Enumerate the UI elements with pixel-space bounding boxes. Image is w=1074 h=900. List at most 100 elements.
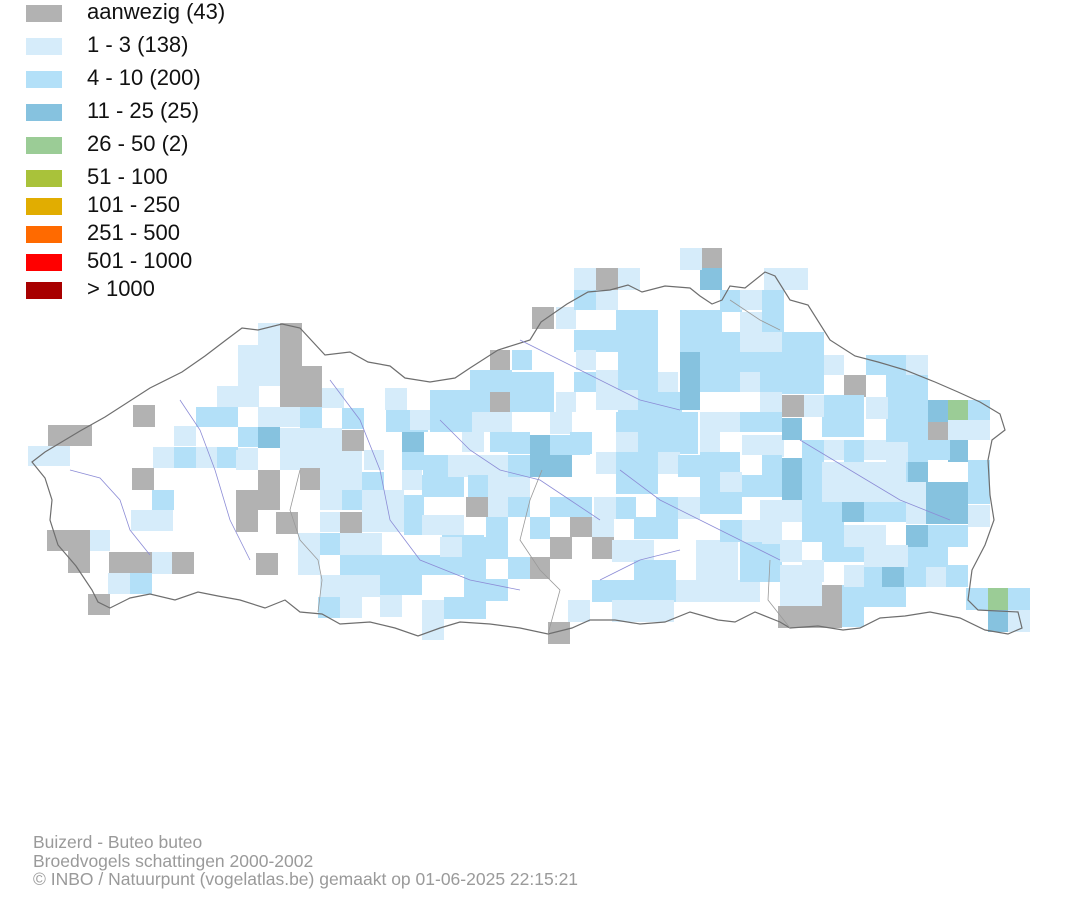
grid-cell [28, 446, 70, 466]
grid-cell [550, 537, 572, 559]
grid-cell [596, 268, 618, 290]
grid-cell [1008, 610, 1030, 632]
grid-cell [782, 458, 804, 500]
grid-cell [886, 375, 928, 397]
grid-cell [948, 400, 970, 422]
legend-label: aanwezig (43) [87, 0, 226, 24]
grid-cell [340, 512, 362, 534]
grid-cells [28, 248, 1030, 644]
grid-cell [612, 540, 654, 562]
grid-cell [238, 427, 258, 447]
grid-cell [780, 565, 822, 587]
grid-cell [382, 510, 404, 532]
grid-cell [217, 386, 259, 407]
legend-swatch [26, 198, 62, 215]
grid-cell [634, 560, 676, 602]
grid-cell [844, 375, 866, 397]
grid-cell [422, 600, 444, 640]
legend-swatch [26, 282, 62, 299]
grid-cell [422, 555, 464, 575]
grid-cell [532, 307, 554, 329]
grid-cell [740, 290, 762, 310]
grid-cell [864, 500, 906, 522]
grid-cell [720, 472, 742, 494]
grid-cell [678, 455, 700, 477]
river [519, 339, 681, 411]
grid-cell [464, 537, 486, 577]
grid-cell [616, 412, 658, 432]
grid-cell [320, 575, 382, 597]
grid-cell [300, 407, 322, 428]
grid-cell [568, 600, 590, 622]
grid-cell [238, 345, 280, 386]
grid-cell [574, 290, 596, 310]
grid-cell [676, 432, 698, 454]
grid-cell [322, 388, 344, 408]
grid-cell [362, 535, 382, 555]
grid-cell [886, 545, 908, 567]
grid-cell [906, 545, 948, 567]
grid-cell [762, 310, 784, 332]
grid-cell [802, 440, 824, 500]
grid-cell [616, 432, 638, 454]
grid-cell [782, 332, 824, 394]
grid-cell [696, 540, 738, 562]
grid-cell [968, 505, 990, 527]
grid-cell [740, 412, 782, 432]
grid-cell [340, 597, 362, 618]
grid-cell [966, 588, 988, 610]
legend-swatch [26, 104, 62, 121]
grid-cell [926, 565, 948, 587]
grid-cell [844, 440, 864, 462]
legend-item-aanwezig: aanwezig (43) [26, 0, 326, 29]
grid-cell [508, 432, 530, 454]
grid-cell [842, 500, 864, 522]
grid-cell [90, 530, 110, 551]
grid-cell [320, 451, 362, 491]
grid-cell [68, 551, 90, 573]
grid-cell [824, 355, 844, 375]
grid-cell [764, 268, 808, 290]
grid-cell [320, 512, 342, 532]
legend-swatch [26, 254, 62, 271]
grid-cell [468, 475, 488, 497]
grid-cell [782, 418, 802, 440]
grid-cell [614, 497, 636, 519]
grid-cell [342, 408, 364, 429]
grid-cell [486, 579, 508, 601]
grid-cell [402, 470, 422, 490]
grid-cell [490, 350, 510, 370]
grid-cell [780, 587, 822, 609]
grid-cell [108, 573, 130, 594]
grid-cell [864, 462, 906, 502]
grid-cell [430, 390, 472, 432]
grid-cell [172, 552, 194, 574]
grid-cell [928, 420, 950, 440]
grid-cell [678, 497, 700, 519]
grid-cell [342, 430, 364, 451]
legend-item-251-500: 251 - 500 [26, 220, 326, 250]
grid-cell [948, 420, 990, 440]
grid-cell [596, 290, 618, 310]
grid-cell [380, 555, 422, 595]
grid-cell [258, 427, 280, 448]
legend-item-501-1000: 501 - 1000 [26, 248, 326, 278]
grid-cell [702, 248, 722, 268]
legend-label: 1 - 3 (138) [87, 32, 189, 57]
credits: Buizerd - Buteo buteo Broedvogels schatt… [33, 833, 578, 889]
grid-cell [422, 515, 464, 535]
outer-border [31, 271, 1023, 637]
grid-cell [742, 435, 762, 455]
grid-cell [634, 517, 656, 539]
grid-cell [380, 595, 402, 617]
grid-cell [906, 462, 928, 482]
grid-cell [130, 573, 152, 594]
grid-cell [340, 555, 382, 575]
grid-cell [574, 330, 658, 352]
grid-cell [866, 397, 888, 419]
grid-cell [864, 440, 886, 460]
grid-cell [822, 440, 844, 460]
grid-cell [320, 533, 342, 555]
grid-cell [988, 588, 1010, 610]
grid-cell [762, 435, 784, 457]
